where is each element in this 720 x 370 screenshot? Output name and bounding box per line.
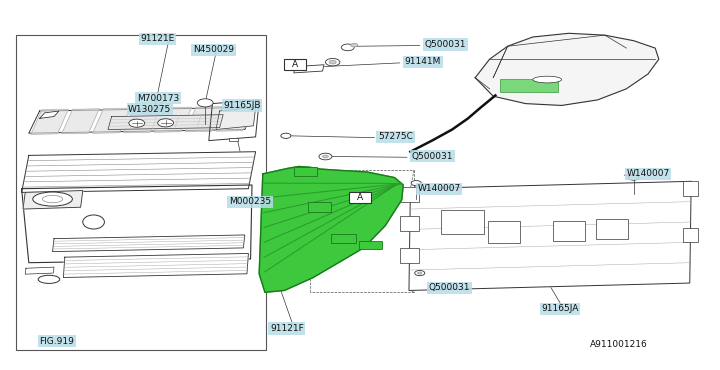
Text: 91121E: 91121E [140,34,175,43]
FancyBboxPatch shape [349,192,371,203]
Polygon shape [108,115,223,130]
Circle shape [329,60,336,64]
FancyBboxPatch shape [284,59,306,70]
Circle shape [341,44,354,51]
Polygon shape [259,166,403,292]
Text: FIG.919: FIG.919 [40,337,74,346]
Polygon shape [25,267,54,274]
Polygon shape [22,152,256,192]
Polygon shape [216,107,256,130]
Bar [229,138,238,141]
FancyBboxPatch shape [683,181,698,196]
Text: 57275C: 57275C [378,132,413,141]
Text: 91121F: 91121F [270,324,304,333]
Polygon shape [216,106,253,131]
Ellipse shape [32,192,72,206]
Polygon shape [185,107,222,132]
Circle shape [323,155,328,158]
Text: N450029: N450029 [193,46,234,54]
FancyBboxPatch shape [294,167,317,176]
FancyBboxPatch shape [596,219,628,239]
Polygon shape [409,181,691,290]
Polygon shape [209,100,259,141]
FancyBboxPatch shape [308,202,331,212]
Text: M000235: M000235 [229,197,271,206]
Polygon shape [53,235,245,252]
Text: Q500031: Q500031 [412,152,454,161]
Ellipse shape [42,195,63,203]
FancyBboxPatch shape [400,216,419,231]
Polygon shape [23,191,83,209]
Bar [16,35,266,350]
Text: A911001216: A911001216 [590,340,648,349]
Circle shape [129,119,145,127]
Polygon shape [31,110,68,134]
Ellipse shape [83,215,104,229]
Polygon shape [29,107,256,133]
Text: 91165JB: 91165JB [223,101,261,110]
Text: W140007: W140007 [626,169,670,178]
Circle shape [281,133,291,138]
Text: 91141M: 91141M [405,57,441,66]
Text: W140007: W140007 [418,184,461,193]
Polygon shape [22,185,252,263]
Polygon shape [40,111,59,118]
Polygon shape [154,107,192,132]
FancyBboxPatch shape [359,240,382,249]
Circle shape [629,175,639,180]
Polygon shape [62,109,99,134]
FancyBboxPatch shape [553,221,585,241]
Circle shape [418,272,422,274]
Text: A: A [357,193,363,202]
FancyBboxPatch shape [331,234,356,243]
Polygon shape [475,33,659,105]
Polygon shape [93,108,130,133]
Circle shape [197,99,213,107]
Text: Q500031: Q500031 [425,40,467,49]
Circle shape [351,43,358,47]
Circle shape [415,270,425,276]
Text: Q500031: Q500031 [428,283,470,292]
Text: W130275: W130275 [128,105,171,114]
Ellipse shape [38,275,60,283]
Polygon shape [124,108,161,133]
Circle shape [158,119,174,127]
FancyBboxPatch shape [400,187,419,202]
Text: 91165JA: 91165JA [541,305,579,313]
Ellipse shape [533,76,562,83]
Circle shape [411,181,421,186]
FancyBboxPatch shape [683,228,698,242]
Bar [500,79,558,92]
Polygon shape [294,65,324,73]
Text: M700173: M700173 [137,94,179,102]
FancyBboxPatch shape [441,210,484,234]
Circle shape [325,58,340,66]
FancyBboxPatch shape [488,221,520,243]
FancyBboxPatch shape [400,248,419,263]
Text: A: A [292,60,298,69]
Circle shape [319,153,332,160]
Polygon shape [63,253,248,278]
